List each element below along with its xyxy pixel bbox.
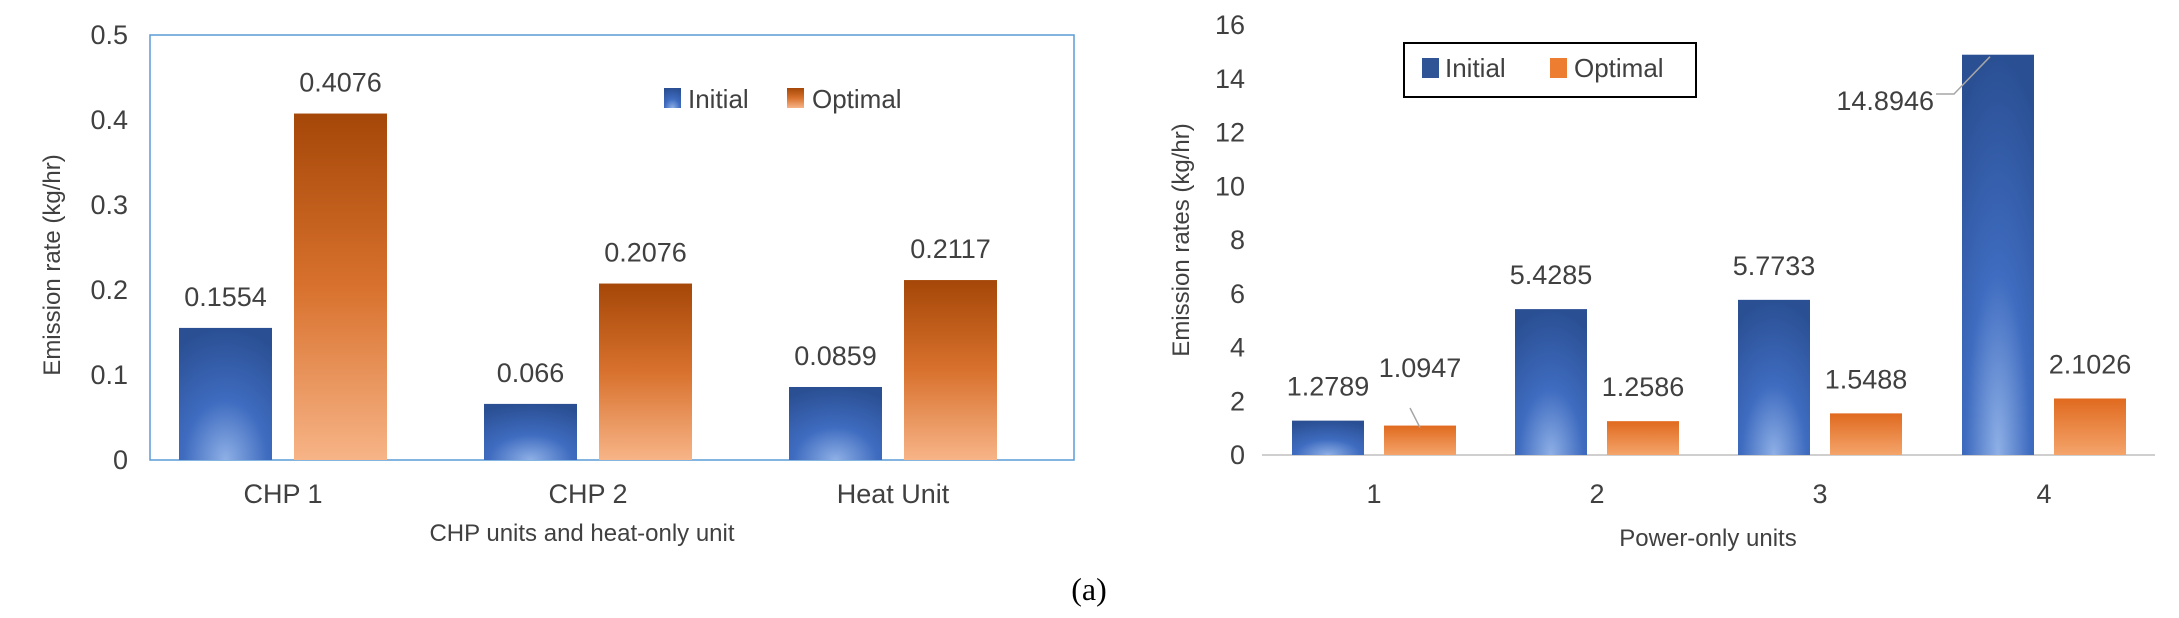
right-x-tick-label: 4: [2036, 479, 2051, 509]
left-y-axis-title: Emission rate (kg/hr): [39, 154, 66, 375]
bar-initial-unit-1: [1292, 420, 1364, 455]
right-x-tick-label: 2: [1589, 479, 1604, 509]
left-y-tick-label: 0.4: [90, 105, 128, 135]
data-label: 5.4285: [1510, 260, 1593, 290]
figure-caption: (a): [1071, 571, 1107, 607]
label-leader-line: [1936, 56, 1991, 95]
right-legend: Initial Optimal: [1403, 42, 1697, 98]
left-x-tick-label: Heat Unit: [837, 479, 950, 509]
left-x-tick-label: CHP 2: [548, 479, 627, 509]
left-y-tick-label: 0.1: [90, 360, 128, 390]
bar-optimal-chp-2: [599, 283, 692, 460]
bar-initial-chp-1: [179, 327, 272, 460]
left-y-tick-label: 0.5: [90, 20, 128, 50]
data-label: 1.2586: [1602, 372, 1685, 402]
legend-initial-swatch: [664, 88, 681, 108]
label-leader-line: [1409, 407, 1421, 428]
left-legend: Initial Optimal: [664, 84, 902, 114]
left-x-axis-title: CHP units and heat-only unit: [429, 520, 734, 547]
right-y-tick-label: 4: [1230, 333, 1245, 363]
bar-optimal-chp-1: [294, 113, 387, 460]
right-x-ticks: 1 2 3 4: [1366, 479, 2051, 509]
right-y-tick-label: 10: [1215, 171, 1245, 201]
data-label: 0.066: [497, 358, 565, 388]
right-data-labels: 1.2789 1.0947 5.4285 1.2586 5.7733 1.5488 14.8…: [1287, 56, 2132, 428]
right-y-tick-label: 14: [1215, 64, 1245, 94]
right-x-tick-label: 1: [1366, 479, 1381, 509]
right-bars: [1292, 54, 2126, 455]
legend-optimal-swatch: [787, 88, 804, 108]
chart-left: Emission rate (kg/hr) 0 0.1 0.2 0.3 0.4 0.5 0…: [39, 20, 1075, 547]
data-label: 1.0947: [1379, 353, 1462, 383]
bar-optimal-heat-unit: [904, 280, 997, 460]
right-y-tick-label: 16: [1215, 10, 1245, 40]
data-label: 14.8946: [1836, 86, 1934, 116]
left-y-tick-label: 0.3: [90, 190, 128, 220]
right-y-ticks: 0 2 4 6 8 10 12 14 16: [1215, 10, 1245, 470]
left-x-tick-label: CHP 1: [243, 479, 322, 509]
bar-optimal-unit-3: [1830, 413, 1902, 455]
left-bars: [179, 113, 997, 460]
bar-optimal-unit-2: [1607, 421, 1679, 455]
left-y-tick-label: 0: [113, 445, 128, 475]
data-label: 0.4076: [299, 68, 382, 98]
right-y-tick-label: 2: [1230, 386, 1245, 416]
data-label: 1.2789: [1287, 372, 1370, 402]
bar-initial-unit-3: [1738, 299, 1810, 455]
bar-initial-unit-4: [1962, 54, 2034, 455]
left-x-ticks: CHP 1 CHP 2 Heat Unit: [243, 479, 949, 509]
bar-initial-chp-2: [484, 403, 577, 460]
right-y-tick-label: 12: [1215, 118, 1245, 148]
left-y-tick-label: 0.2: [90, 275, 128, 305]
data-label: 2.1026: [2049, 349, 2132, 379]
data-label: 0.2076: [604, 238, 687, 268]
bar-initial-heat-unit: [789, 386, 882, 460]
bar-initial-unit-2: [1515, 309, 1587, 455]
legend-initial-swatch: [1422, 58, 1439, 78]
right-y-axis-title: Emission rates (kg/hr): [1168, 123, 1195, 356]
right-y-tick-label: 0: [1230, 440, 1245, 470]
legend-optimal-swatch: [1550, 58, 1567, 78]
data-label: 0.2117: [910, 234, 991, 264]
data-label: 0.1554: [184, 282, 267, 312]
legend-initial-label: Initial: [1445, 53, 1506, 83]
right-y-tick-label: 6: [1230, 279, 1245, 309]
legend-optimal-label: Optimal: [1574, 53, 1664, 83]
left-y-ticks: 0 0.1 0.2 0.3 0.4 0.5: [90, 20, 128, 475]
right-y-tick-label: 8: [1230, 225, 1245, 255]
data-label: 0.0859: [794, 341, 877, 371]
legend-optimal-label: Optimal: [812, 84, 902, 114]
bar-optimal-unit-4: [2054, 398, 2126, 455]
data-label: 5.7733: [1733, 251, 1816, 281]
bar-optimal-unit-1: [1384, 425, 1456, 455]
right-x-tick-label: 3: [1812, 479, 1827, 509]
left-data-labels: 0.1554 0.4076 0.066 0.2076 0.0859 0.2117: [184, 68, 991, 388]
right-x-axis-title: Power-only units: [1619, 525, 1796, 552]
legend-initial-label: Initial: [688, 84, 749, 114]
data-label: 1.5488: [1825, 364, 1908, 394]
